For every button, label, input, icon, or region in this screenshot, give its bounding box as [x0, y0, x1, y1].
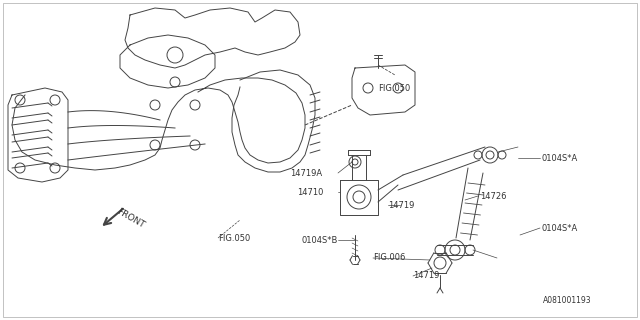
Text: 14710: 14710	[296, 188, 323, 196]
Text: 14719: 14719	[388, 201, 414, 210]
Text: 14719: 14719	[413, 271, 440, 281]
Text: 0104S*A: 0104S*A	[542, 154, 579, 163]
Text: A081001193: A081001193	[543, 296, 592, 305]
Text: 14719A: 14719A	[290, 169, 322, 178]
Text: FIG.050: FIG.050	[218, 234, 250, 243]
Text: FIG.006: FIG.006	[373, 253, 405, 262]
Text: FIG.050: FIG.050	[378, 84, 410, 92]
Text: 0104S*B: 0104S*B	[301, 236, 338, 244]
Text: FRONT: FRONT	[115, 206, 146, 229]
Text: 14726: 14726	[480, 191, 506, 201]
Text: 0104S*A: 0104S*A	[542, 223, 579, 233]
